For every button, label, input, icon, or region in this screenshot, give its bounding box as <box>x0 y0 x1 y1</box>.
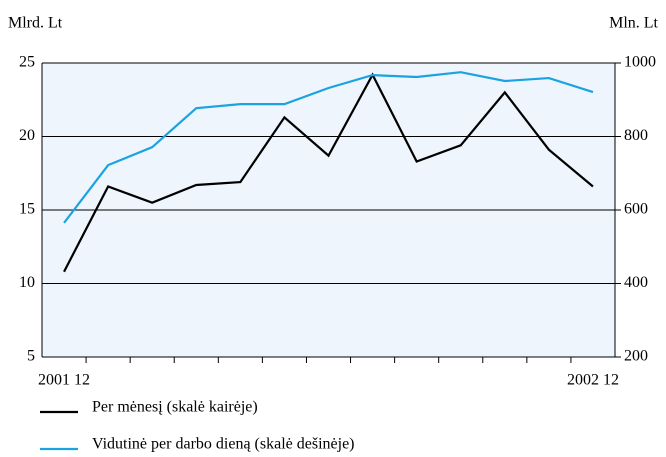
y-tick-label: 5 <box>27 348 35 365</box>
x-tick-label: 2002 12 <box>567 372 619 389</box>
y-tick-label: 25 <box>19 54 35 71</box>
y2-tick-label: 400 <box>624 274 648 291</box>
y2-tick-label: 1000 <box>624 54 656 71</box>
y-axis-label: Mlrd. Lt <box>8 15 63 32</box>
x-tick-label: 2001 12 <box>38 372 90 389</box>
y-tick-label: 15 <box>19 201 35 218</box>
y2-axis-label: Mln. Lt <box>609 15 658 32</box>
y2-tick-label: 200 <box>624 348 648 365</box>
series-line <box>63 71 594 224</box>
y2-tick-label: 800 <box>624 127 648 144</box>
y-tick-label: 10 <box>19 274 35 291</box>
series-line <box>63 72 594 273</box>
y-tick-label: 20 <box>19 127 35 144</box>
legend-label: Vidutinė per darbo dieną (skalė dešinėje… <box>92 436 355 453</box>
legend-label: Per mėnesį (skalė kairėje) <box>92 399 258 416</box>
y2-tick-label: 600 <box>624 201 648 218</box>
